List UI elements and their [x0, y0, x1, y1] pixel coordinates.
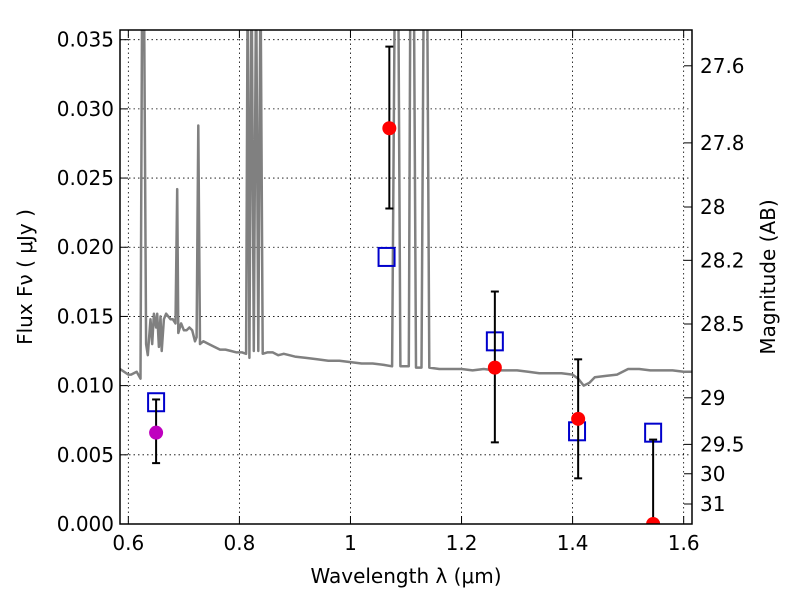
y-tick-label: 0.035	[57, 28, 114, 52]
y-axis-ticks: 0.000 0.005 0.010 0.015 0.020 0.025 0.030 0.035	[57, 28, 128, 536]
observed-point	[571, 411, 586, 426]
y-tick-label: 0.010	[57, 374, 114, 398]
model-spectrum	[120, 30, 692, 387]
mag-tick-label: 28.5	[700, 312, 745, 336]
error-bars	[152, 45, 658, 524]
observed-point	[487, 360, 502, 375]
y-tick-label: 0.025	[57, 166, 114, 190]
y-tick-label: 0.030	[57, 97, 114, 121]
observed-photometry	[149, 121, 661, 524]
mag-tick-label: 31	[700, 492, 725, 516]
x-axis-ticks: 0.6 0.8 1 1.2 1.4 1.6	[112, 30, 700, 555]
x-tick-label: 0.6	[112, 531, 144, 555]
x-axis-title: Wavelength λ (μm)	[310, 564, 501, 588]
y-tick-label: 0.005	[57, 443, 114, 467]
y-tick-label: 0.000	[57, 512, 114, 536]
mag-tick-label: 27.6	[700, 54, 745, 78]
model-photometry-square	[377, 246, 396, 267]
x-tick-label: 1.4	[557, 531, 589, 555]
mag-tick-label: 28	[700, 195, 725, 219]
y-axis-title: Flux Fν ( μJy )	[13, 209, 37, 345]
mag-tick-label: 30	[700, 462, 725, 486]
model-spectrum-line	[120, 30, 692, 387]
plot-frame	[119, 29, 693, 525]
mag-tick-label: 28.2	[700, 248, 745, 272]
model-photometry	[147, 246, 663, 443]
mag-tick-label: 29.5	[700, 432, 745, 456]
mag-tick-label: 27.8	[700, 131, 745, 155]
x-tick-label: 1.6	[668, 531, 700, 555]
y-tick-label: 0.020	[57, 235, 114, 259]
mag-tick-label: 29	[700, 386, 725, 410]
observed-point	[646, 517, 661, 524]
y-tick-label: 0.015	[57, 304, 114, 328]
x-tick-label: 1	[344, 531, 357, 555]
x-tick-label: 0.8	[223, 531, 255, 555]
x-tick-label: 1.2	[446, 531, 478, 555]
observed-point	[149, 425, 164, 440]
magnitude-axis-ticks: 27.6 27.8 28 28.2 28.5 29 29.5 30 31	[684, 54, 745, 516]
observed-point	[382, 121, 397, 136]
gridlines	[120, 30, 692, 525]
magnitude-axis-title: Magnitude (AB)	[756, 199, 780, 354]
